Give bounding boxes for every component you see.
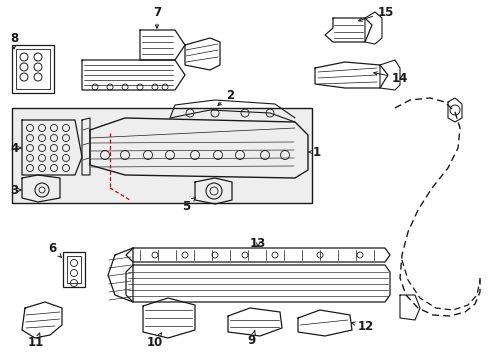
Text: 3: 3 [10, 184, 21, 197]
Text: 12: 12 [351, 320, 373, 333]
Text: 8: 8 [10, 32, 18, 49]
Text: 14: 14 [373, 72, 407, 85]
Text: 1: 1 [312, 145, 321, 158]
Text: 9: 9 [247, 330, 256, 346]
Text: 11: 11 [28, 333, 44, 350]
Text: 10: 10 [146, 333, 163, 350]
Bar [12, 45, 54, 93]
Bar [63, 252, 85, 287]
Text: 4: 4 [10, 141, 21, 154]
Bar [16, 49, 50, 89]
Text: 15: 15 [358, 5, 393, 21]
Bar [12, 108, 311, 203]
Bar [67, 256, 81, 283]
Text: 2: 2 [218, 89, 234, 105]
Text: 6: 6 [48, 242, 61, 257]
Text: 7: 7 [153, 5, 161, 28]
Text: 13: 13 [249, 237, 265, 249]
Text: 5: 5 [182, 198, 195, 212]
